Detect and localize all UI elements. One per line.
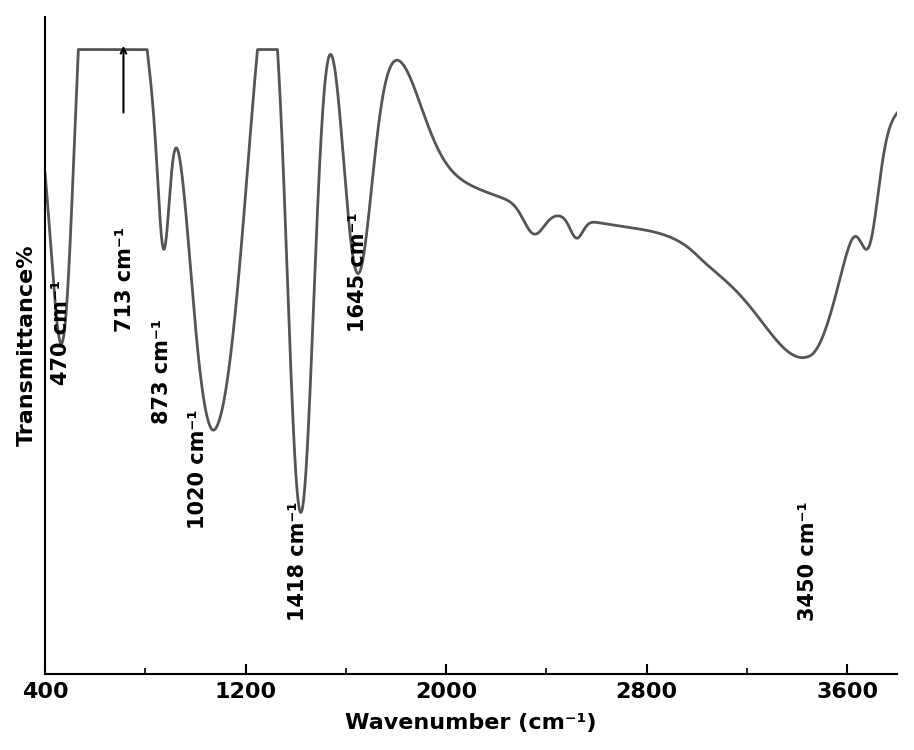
Text: 713 cm⁻¹: 713 cm⁻¹ — [115, 227, 134, 332]
Text: 1418 cm⁻¹: 1418 cm⁻¹ — [288, 502, 308, 621]
Text: 873 cm⁻¹: 873 cm⁻¹ — [153, 320, 173, 424]
X-axis label: Wavenumber (cm⁻¹): Wavenumber (cm⁻¹) — [345, 713, 597, 734]
Y-axis label: Transmittance%: Transmittance% — [16, 244, 37, 446]
Text: 470 cm⁻¹: 470 cm⁻¹ — [50, 280, 70, 385]
Text: 1020 cm⁻¹: 1020 cm⁻¹ — [188, 410, 207, 530]
Text: 3450 cm⁻¹: 3450 cm⁻¹ — [798, 502, 818, 621]
Text: 1645 cm⁻¹: 1645 cm⁻¹ — [348, 212, 368, 332]
